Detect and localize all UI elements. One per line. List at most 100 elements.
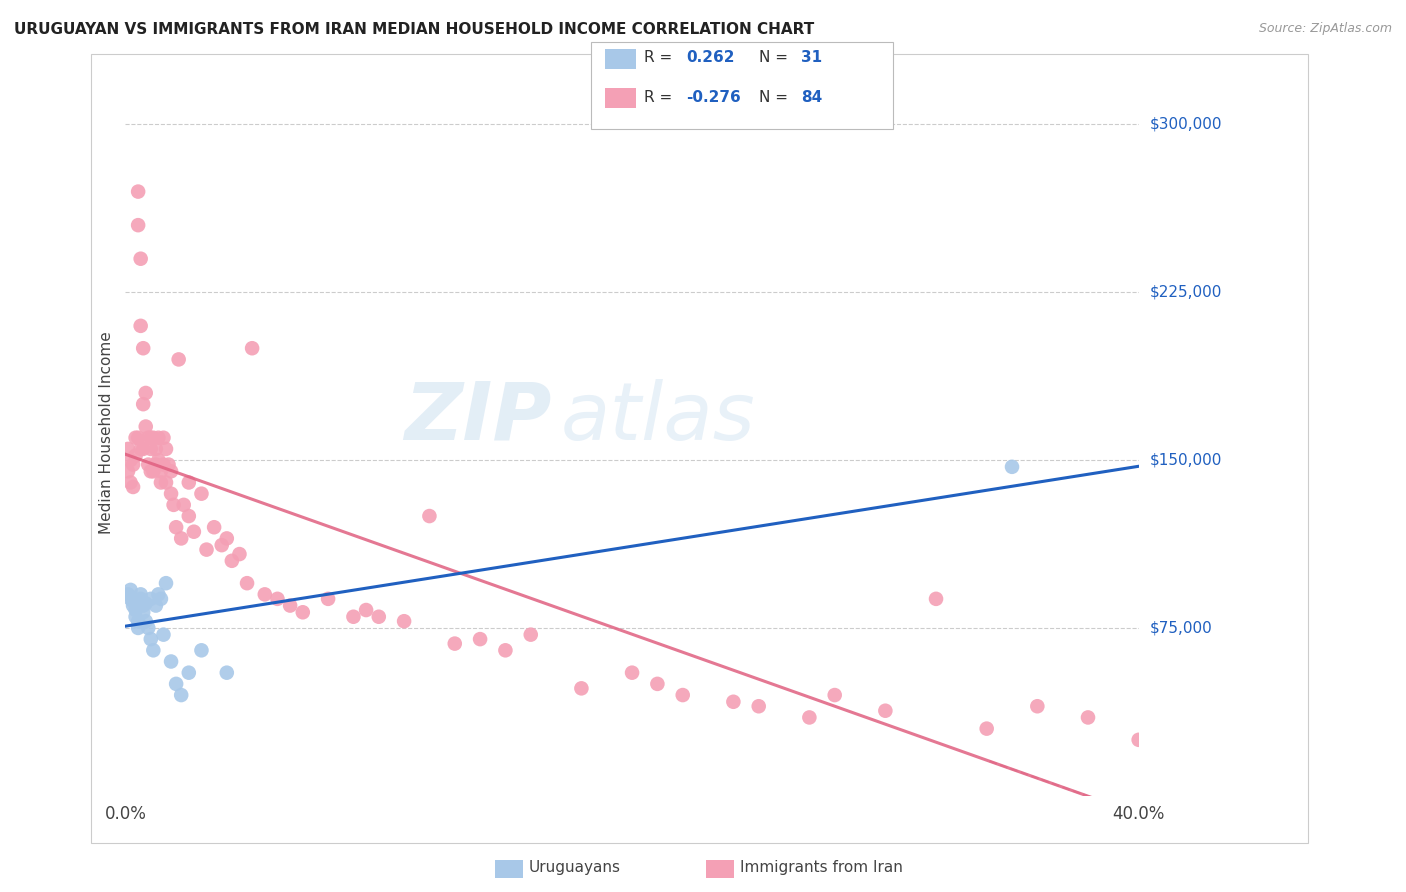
Point <box>316 591 339 606</box>
Point <box>157 458 180 472</box>
Point <box>723 695 745 709</box>
Text: R =: R = <box>644 51 678 65</box>
Point <box>253 587 276 601</box>
Point <box>494 643 516 657</box>
Point <box>127 621 149 635</box>
Point <box>122 458 145 472</box>
Point <box>120 453 142 467</box>
Point <box>139 591 162 606</box>
Point <box>127 614 149 628</box>
Point <box>135 614 157 628</box>
Point <box>824 688 846 702</box>
Point <box>135 419 157 434</box>
Point <box>139 632 162 647</box>
Text: $225,000: $225,000 <box>1150 285 1222 300</box>
Point <box>139 431 162 445</box>
Point <box>571 681 593 696</box>
Point <box>221 554 243 568</box>
Point <box>162 498 184 512</box>
Point <box>136 458 159 472</box>
Point <box>177 509 200 524</box>
Point <box>139 442 162 456</box>
Point <box>120 475 142 490</box>
Point <box>142 431 165 445</box>
Point <box>183 524 205 539</box>
Point <box>621 665 644 680</box>
Point <box>173 498 195 512</box>
Point <box>976 722 998 736</box>
Point <box>519 627 541 641</box>
Point <box>129 442 152 456</box>
Text: Uruguayans: Uruguayans <box>529 860 620 874</box>
Point <box>160 464 183 478</box>
Point <box>468 632 491 647</box>
Point <box>1128 732 1150 747</box>
Point <box>672 688 695 702</box>
Point <box>135 386 157 401</box>
Point <box>228 547 250 561</box>
Point <box>799 710 821 724</box>
Text: $75,000: $75,000 <box>1150 621 1212 635</box>
Text: atlas: atlas <box>561 378 756 457</box>
Point <box>236 576 259 591</box>
Point <box>142 464 165 478</box>
Text: 84: 84 <box>801 90 823 104</box>
Point <box>142 643 165 657</box>
Point <box>925 591 948 606</box>
Point <box>148 431 170 445</box>
Point <box>291 605 314 619</box>
Point <box>155 442 177 456</box>
Point <box>1026 699 1049 714</box>
Point <box>127 431 149 445</box>
Point <box>211 538 233 552</box>
Point <box>149 591 172 606</box>
Point <box>195 542 218 557</box>
Point <box>418 509 440 524</box>
Point <box>132 442 155 456</box>
Point <box>124 431 146 445</box>
Point <box>202 520 225 534</box>
Point <box>122 594 145 608</box>
Point <box>155 576 177 591</box>
Point <box>748 699 770 714</box>
Point <box>122 480 145 494</box>
Point <box>139 464 162 478</box>
Point <box>145 442 167 456</box>
Text: R =: R = <box>644 90 678 104</box>
Point <box>129 252 152 266</box>
Point <box>190 643 212 657</box>
Point <box>155 475 177 490</box>
Point <box>354 603 377 617</box>
Point <box>132 605 155 619</box>
Point <box>160 486 183 500</box>
Point <box>1001 459 1024 474</box>
Point <box>129 318 152 333</box>
Point <box>129 587 152 601</box>
Point <box>124 603 146 617</box>
Point <box>342 609 364 624</box>
Point <box>120 591 142 606</box>
Point <box>136 431 159 445</box>
Point <box>149 464 172 478</box>
Point <box>148 453 170 467</box>
Point <box>136 621 159 635</box>
Point <box>392 614 415 628</box>
Text: N =: N = <box>759 51 793 65</box>
Text: ZIP: ZIP <box>404 378 551 457</box>
Point <box>170 532 193 546</box>
Point <box>117 464 139 478</box>
Point <box>165 520 187 534</box>
Point <box>167 352 190 367</box>
Point <box>278 599 301 613</box>
Point <box>152 458 174 472</box>
Text: -0.276: -0.276 <box>686 90 741 104</box>
Point <box>240 341 263 355</box>
Point <box>148 587 170 601</box>
Point <box>443 637 465 651</box>
Point <box>170 688 193 702</box>
Text: 31: 31 <box>801 51 823 65</box>
Point <box>160 655 183 669</box>
Y-axis label: Median Household Income: Median Household Income <box>100 331 114 533</box>
Point <box>266 591 288 606</box>
Point <box>122 599 145 613</box>
